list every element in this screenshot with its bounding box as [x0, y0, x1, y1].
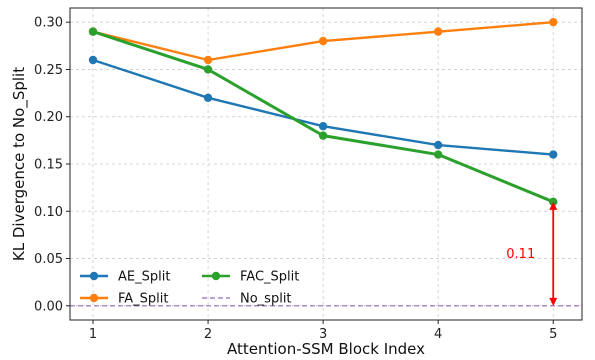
- data-point-fac-split: [203, 65, 213, 74]
- data-point-fac-split: [88, 27, 98, 36]
- legend-label-no-split: No_split: [240, 292, 292, 307]
- data-point-fac-split: [433, 150, 443, 159]
- data-point-ae-split: [203, 93, 213, 103]
- legend-marker-fa-split: [89, 293, 99, 303]
- data-point-fa-split: [433, 27, 443, 36]
- data-point-ae-split: [88, 55, 98, 65]
- data-point-fac-split: [318, 131, 328, 140]
- legend-label-fa-split: FA_Split: [118, 292, 169, 307]
- data-point-fa-split: [549, 17, 558, 27]
- x-tick-label: 4: [434, 327, 442, 342]
- series-layer: [88, 17, 558, 207]
- x-tick-label: 2: [204, 327, 212, 342]
- y-tick-label: 0.00: [34, 299, 63, 314]
- x-axis-title: Attention-SSM Block Index: [227, 340, 425, 358]
- x-tick-label: 1: [89, 327, 97, 342]
- legend-label-fac-split: FAC_Split: [240, 270, 299, 285]
- y-tick-label: 0.10: [34, 205, 63, 220]
- annotation-label: 0.11: [506, 247, 535, 262]
- y-tick-label: 0.15: [34, 158, 63, 173]
- x-tick-label: 3: [319, 327, 327, 342]
- legend-marker-fac-split: [211, 271, 221, 281]
- annotation-layer: 0.11: [506, 201, 558, 306]
- annotation-arrowhead-top: [549, 201, 558, 210]
- data-point-fa-split: [203, 55, 213, 65]
- y-axis-title: KL Divergence to No_Split: [10, 67, 29, 261]
- data-point-fa-split: [318, 36, 328, 46]
- legend-marker-ae-split: [89, 271, 99, 281]
- y-tick-label: 0.05: [34, 252, 63, 267]
- y-tick-label: 0.30: [34, 16, 63, 31]
- legend-label-ae-split: AE_Split: [118, 270, 170, 285]
- annotation-arrowhead-bottom: [549, 297, 558, 306]
- y-tick-label: 0.25: [34, 63, 63, 78]
- ticks: 1 2 3 4 5 0.00 0.05 0.10 0.15 0.20 0.25 0.30: [34, 16, 557, 342]
- data-point-ae-split: [318, 121, 328, 131]
- data-point-ae-split: [549, 150, 558, 159]
- y-tick-label: 0.20: [34, 110, 63, 125]
- data-point-ae-split: [433, 140, 443, 150]
- legend: AE_Split FAC_Split FA_Split No_split: [80, 270, 299, 307]
- x-tick-label: 5: [549, 327, 557, 342]
